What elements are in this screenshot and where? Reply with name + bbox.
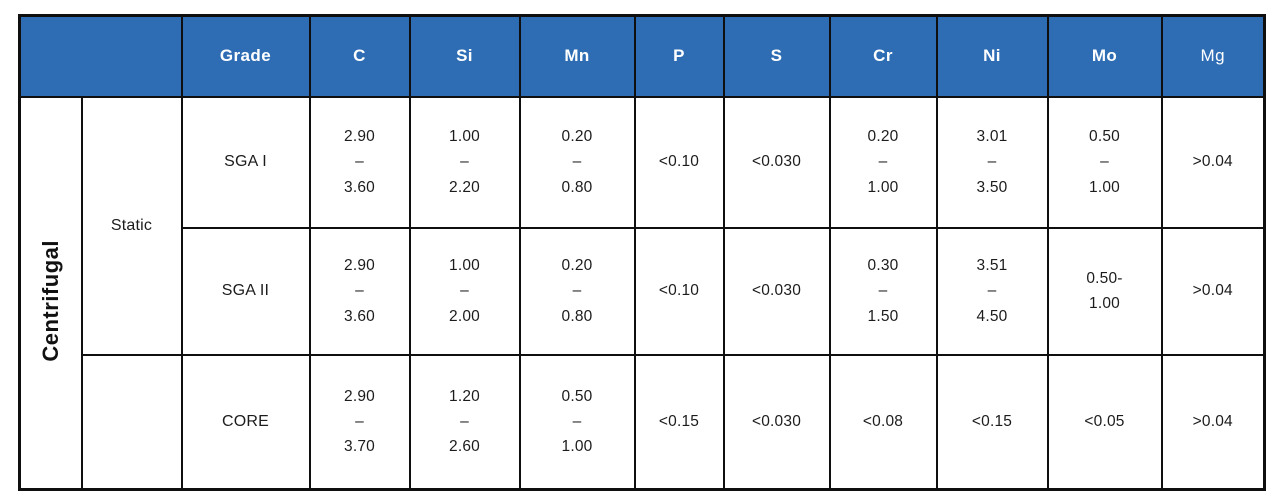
casting-type-empty-cell (80, 353, 183, 491)
value-cell-s: <0.030 (722, 226, 831, 356)
value-cell-p: <0.10 (633, 226, 725, 356)
header-mn: Mn (518, 14, 636, 98)
value-cell-mg: >0.04 (1160, 353, 1266, 491)
header-cr: Cr (828, 14, 938, 98)
value-cell-mg: >0.04 (1160, 226, 1266, 356)
table-row: SGA II 2.90 – 3.60 1.00 – 2.00 0.20 – 0.… (20, 226, 1266, 356)
value-cell-s: <0.030 (722, 353, 831, 491)
header-corner-cell (18, 14, 183, 98)
value-cell-cr: 0.20 – 1.00 (828, 95, 938, 229)
value-cell-mn: 0.20 – 0.80 (518, 95, 636, 229)
composition-table-container: Grade C Si Mn P S Cr Ni Mo Mg Centrifuga… (18, 14, 1266, 491)
value-cell-ni: <0.15 (935, 353, 1049, 491)
grade-cell: SGA II (180, 226, 311, 356)
header-s: S (722, 14, 831, 98)
value-cell-mn: 0.20 – 0.80 (518, 226, 636, 356)
value-cell-c: 2.90 – 3.60 (308, 95, 411, 229)
header-ni: Ni (935, 14, 1049, 98)
chemical-composition-table: Grade C Si Mn P S Cr Ni Mo Mg Centrifuga… (18, 14, 1266, 491)
value-cell-s: <0.030 (722, 95, 831, 229)
table-header-row: Grade C Si Mn P S Cr Ni Mo Mg (18, 14, 1266, 98)
value-cell-cr: <0.08 (828, 353, 938, 491)
table-row: CORE 2.90 – 3.70 1.20 – 2.60 0.50 – 1.00… (20, 353, 1266, 491)
value-cell-p: <0.10 (633, 95, 725, 229)
value-cell-p: <0.15 (633, 353, 725, 491)
value-cell-mo: 0.50- 1.00 (1046, 226, 1163, 356)
value-cell-ni: 3.51 – 4.50 (935, 226, 1049, 356)
value-cell-c: 2.90 – 3.60 (308, 226, 411, 356)
header-grade: Grade (180, 14, 311, 98)
header-mo: Mo (1046, 14, 1163, 98)
process-cell-centrifugal: Centrifugal (18, 95, 83, 491)
value-cell-mo: <0.05 (1046, 353, 1163, 491)
header-c: C (308, 14, 411, 98)
value-cell-si: 1.20 – 2.60 (408, 353, 521, 491)
header-p: P (633, 14, 725, 98)
header-si: Si (408, 14, 521, 98)
value-cell-mg: >0.04 (1160, 95, 1266, 229)
header-mg: Mg (1160, 14, 1266, 98)
value-cell-cr: 0.30 – 1.50 (828, 226, 938, 356)
grade-cell: CORE (180, 353, 311, 491)
value-cell-ni: 3.01 – 3.50 (935, 95, 1049, 229)
value-cell-c: 2.90 – 3.70 (308, 353, 411, 491)
table-row: Centrifugal Static SGA I 2.90 – 3.60 1.0… (18, 95, 1266, 491)
grade-cell: SGA I (180, 95, 311, 229)
value-cell-mo: 0.50 – 1.00 (1046, 95, 1163, 229)
value-cell-mn: 0.50 – 1.00 (518, 353, 636, 491)
casting-type-cell-static: Static (80, 95, 183, 356)
value-cell-si: 1.00 – 2.20 (408, 95, 521, 229)
centrifugal-vertical-label: Centrifugal (37, 240, 63, 363)
value-cell-si: 1.00 – 2.00 (408, 226, 521, 356)
